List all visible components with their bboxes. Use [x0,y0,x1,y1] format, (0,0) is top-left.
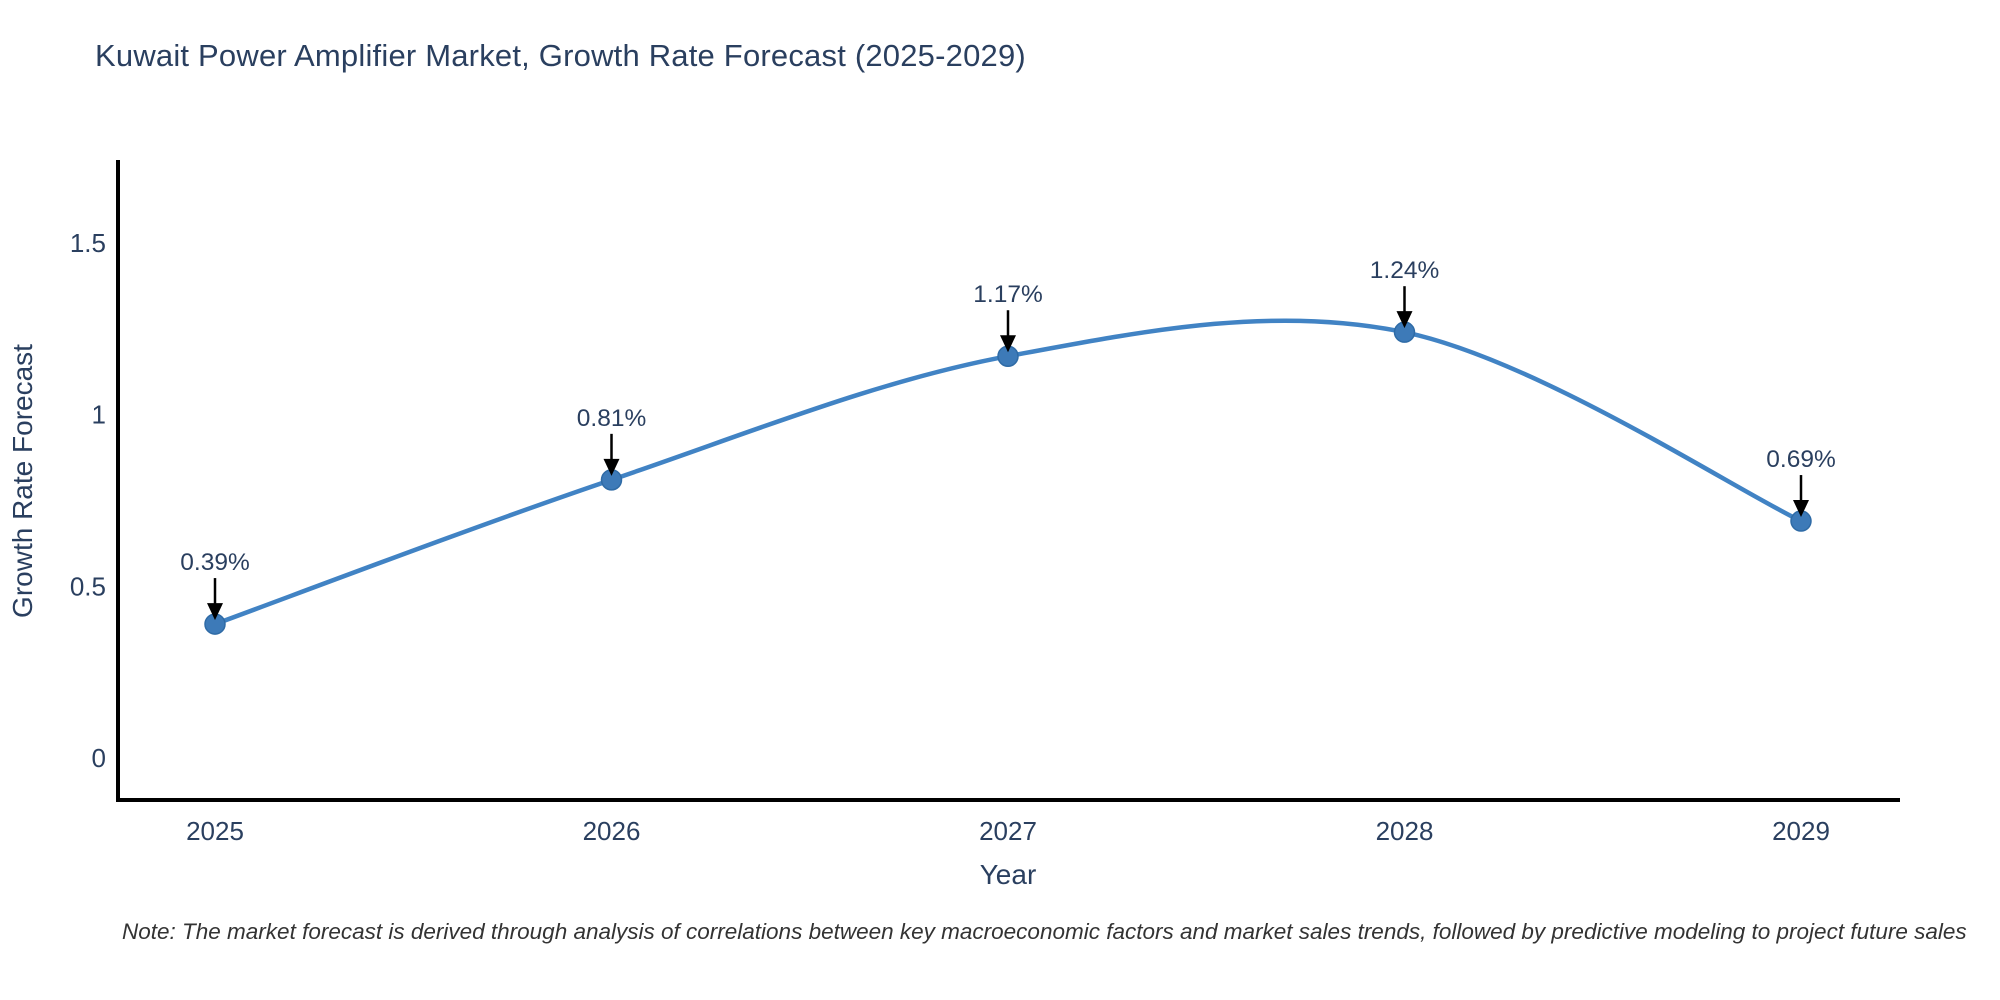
annotation-arrow-head [1793,500,1809,518]
annotation-label: 1.24% [1370,257,1439,284]
annotation-arrow-head [603,458,620,476]
annotation-label: 0.39% [180,549,249,576]
y-tick-label: 0 [92,743,106,773]
annotation-label: 0.69% [1766,446,1835,473]
x-tick-label: 2026 [583,816,641,846]
x-tick-label: 2028 [1376,816,1434,846]
annotation-label: 0.81% [577,405,646,432]
x-axis-title: Year [980,859,1037,890]
y-tick-label: 1 [92,400,106,430]
y-tick-label: 1.5 [70,228,106,258]
footnote: Note: The market forecast is derived thr… [122,919,1967,944]
annotation-arrow-head [207,603,223,621]
y-axis-title: Growth Rate Forecast [7,344,38,618]
annotation-label: 1.17% [973,281,1042,308]
x-tick-label: 2027 [979,816,1037,846]
x-tick-label: 2029 [1772,816,1830,846]
annotation-arrow-head [1000,335,1016,353]
chart-title: Kuwait Power Amplifier Market, Growth Ra… [95,38,1026,73]
x-tick-label: 2025 [186,816,244,846]
y-tick-label: 0.5 [70,571,106,601]
annotation-arrow-head [1396,311,1413,329]
